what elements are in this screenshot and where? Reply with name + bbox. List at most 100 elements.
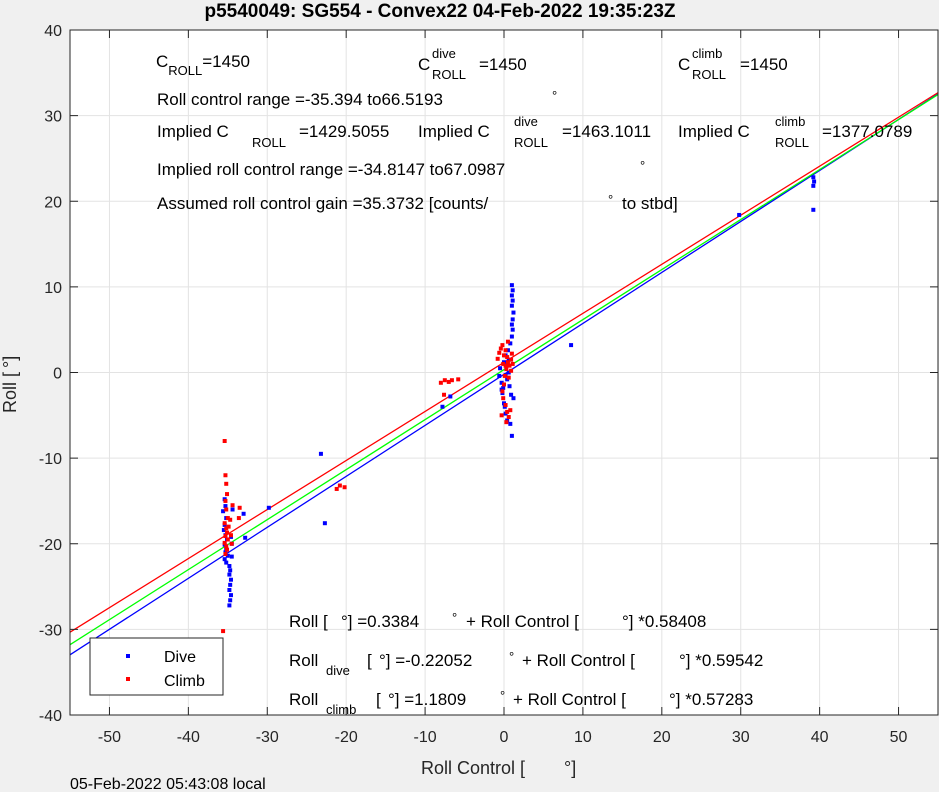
- point-climb: [505, 355, 510, 360]
- c-roll-climb-post: =1450: [740, 55, 788, 74]
- point-climb: [502, 373, 507, 378]
- point-dive: [440, 404, 445, 409]
- implied-c-roll-sub: ROLL: [252, 135, 286, 150]
- point-dive: [499, 380, 504, 385]
- x-tick-label: 50: [890, 729, 908, 746]
- point-climb: [506, 375, 511, 380]
- point-dive: [230, 507, 235, 512]
- y-tick-label: -30: [39, 622, 62, 639]
- c-roll-climb-sup: climb: [692, 46, 722, 61]
- point-dive: [224, 560, 229, 565]
- point-climb: [505, 360, 510, 365]
- eq-climb-c: °] =1.1809: [388, 690, 466, 709]
- implied-c-roll-pre: Implied C: [157, 122, 229, 141]
- point-dive: [509, 322, 514, 327]
- point-dive: [505, 348, 510, 353]
- point-climb: [509, 351, 514, 356]
- y-tick-label: -20: [39, 537, 62, 554]
- point-dive: [227, 572, 232, 577]
- point-climb: [438, 380, 443, 385]
- legend-dive-label: Dive: [164, 649, 196, 666]
- eq-climb-e: + Roll Control [: [513, 690, 626, 709]
- point-climb: [504, 367, 509, 372]
- implied-range-degree: °: [640, 158, 645, 173]
- point-dive: [241, 511, 246, 516]
- point-dive: [811, 207, 816, 212]
- x-tick-label: -50: [98, 729, 121, 746]
- point-dive: [227, 603, 232, 608]
- point-climb: [223, 552, 228, 557]
- point-climb: [229, 541, 234, 546]
- assumed-gain-line: Assumed roll control gain =35.3732 [coun…: [157, 194, 489, 213]
- point-dive: [506, 357, 511, 362]
- legend-box: [89, 637, 224, 696]
- equation-dive: Roll dive [ °] =-0.22052 ° + Roll Contro…: [289, 649, 763, 678]
- point-climb: [507, 363, 512, 368]
- point-climb: [497, 350, 502, 355]
- point-climb: [456, 377, 461, 382]
- point-climb: [442, 392, 447, 397]
- point-dive: [501, 385, 506, 390]
- point-dive: [228, 593, 233, 598]
- x-axis-label: Roll Control [ °]: [421, 758, 576, 778]
- point-climb: [223, 498, 228, 503]
- point-climb: [228, 517, 233, 522]
- point-climb: [500, 389, 505, 394]
- implied-c-roll-dive-sub: ROLL: [514, 135, 548, 150]
- point-dive: [228, 577, 233, 582]
- eq-climb-a: Roll: [289, 690, 318, 709]
- point-climb: [223, 473, 228, 478]
- y-tick-label: 10: [44, 280, 62, 297]
- point-dive: [223, 504, 228, 509]
- point-dive: [811, 175, 816, 180]
- assumed-gain-degree: °: [608, 192, 613, 207]
- legend-dive-marker: [126, 654, 130, 658]
- implied-c-roll-climb-pre: Implied C: [678, 122, 750, 141]
- c-roll-post: =1450: [202, 52, 250, 71]
- roll-control-range: Roll control range =-35.394 to66.5193: [157, 90, 443, 109]
- point-climb: [224, 526, 229, 531]
- point-climb: [442, 378, 447, 383]
- eq-dive-f: °] *0.59542: [679, 651, 763, 670]
- point-climb: [505, 339, 510, 344]
- x-tick-label: 40: [811, 729, 829, 746]
- point-dive: [266, 505, 271, 510]
- point-dive: [506, 370, 511, 375]
- point-dive: [227, 564, 232, 569]
- x-tick-label: -40: [177, 729, 200, 746]
- x-tick-label: -10: [414, 729, 437, 746]
- eq-climb-sub: climb: [326, 702, 356, 717]
- point-climb: [506, 415, 511, 420]
- implied-c-roll-dive-post: =1463.1011: [562, 122, 651, 141]
- implied-c-roll-dive-sup: dive: [514, 114, 538, 129]
- y-tick-label: 40: [44, 23, 62, 40]
- point-climb: [226, 524, 231, 529]
- point-dive: [510, 288, 515, 293]
- y-tick-label: -10: [39, 451, 62, 468]
- point-dive: [225, 553, 230, 558]
- c-roll-sub: ROLL: [168, 63, 202, 78]
- eq-all-e: °] *0.58408: [622, 612, 706, 631]
- point-climb: [502, 382, 506, 387]
- point-climb: [224, 507, 229, 512]
- point-climb: [222, 439, 227, 443]
- data-points: [221, 175, 817, 634]
- c-roll-climb-pre: C: [678, 55, 690, 74]
- point-dive: [509, 303, 514, 308]
- point-dive: [510, 327, 515, 332]
- equation-climb: Roll climb [ °] =1.1809 ° + Roll Control…: [289, 688, 753, 717]
- point-dive: [507, 384, 512, 389]
- point-dive: [508, 341, 513, 346]
- point-climb: [237, 505, 242, 510]
- point-dive: [221, 509, 226, 514]
- point-dive: [222, 557, 227, 562]
- eq-dive-c: °] =-0.22052: [379, 651, 472, 670]
- point-climb: [342, 485, 347, 490]
- c-roll-dive-sub: ROLL: [432, 67, 466, 82]
- point-dive: [318, 451, 323, 456]
- x-tick-label: 30: [732, 729, 750, 746]
- point-climb: [509, 368, 514, 373]
- point-climb: [446, 379, 451, 384]
- point-dive: [228, 598, 233, 603]
- point-climb: [502, 353, 506, 358]
